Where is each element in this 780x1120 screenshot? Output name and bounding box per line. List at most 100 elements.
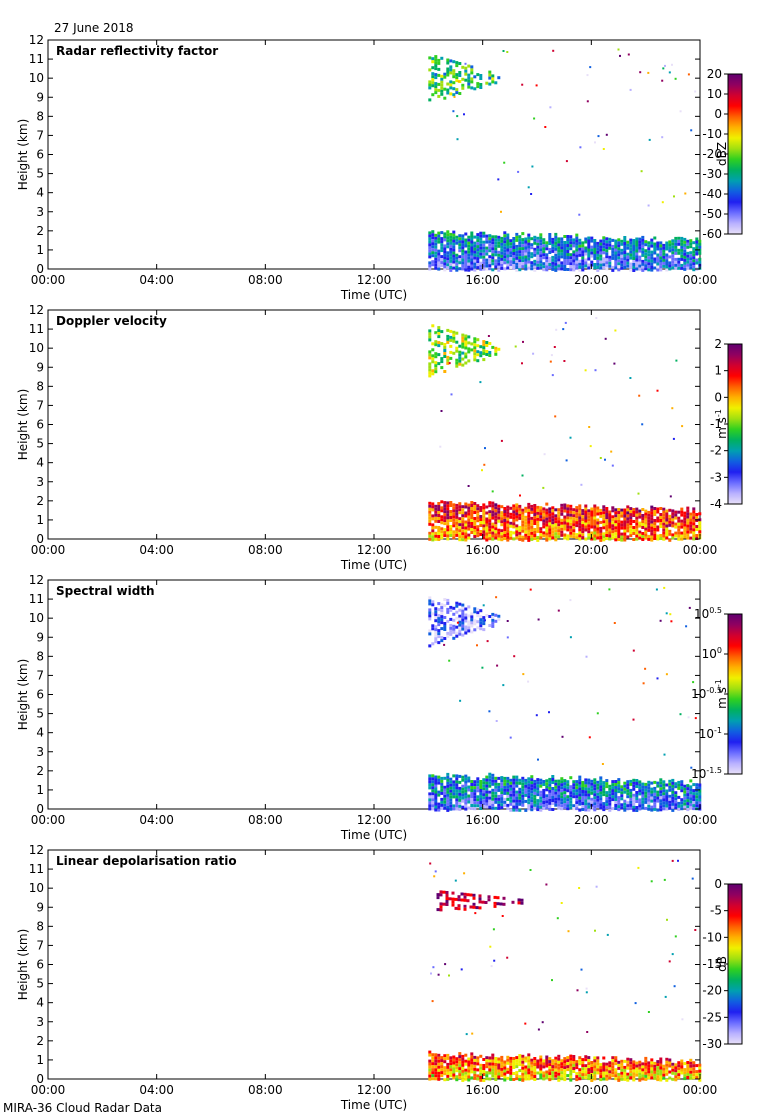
heatmap-cell — [443, 776, 447, 780]
heatmap-cell — [484, 901, 488, 904]
colorbar-tick-label: -3 — [710, 470, 722, 484]
heatmap-cell — [503, 791, 507, 795]
heatmap-cell — [653, 236, 657, 240]
heatmap-cell — [584, 537, 588, 541]
heatmap-cell — [458, 237, 462, 241]
heatmap-cell — [440, 639, 444, 643]
heatmap-cell — [482, 802, 486, 806]
heatmap-cell — [455, 241, 459, 245]
heatmap-cell — [482, 1070, 486, 1073]
heatmap-cell — [437, 1068, 441, 1072]
heatmap-cell — [485, 1062, 489, 1066]
heatmap-cell — [653, 245, 657, 249]
heatmap-cell — [482, 506, 486, 510]
heatmap-cell — [593, 519, 597, 523]
heatmap-cell — [479, 354, 483, 358]
heatmap-cell — [614, 535, 618, 539]
heatmap-cell — [626, 801, 630, 805]
heatmap-cell — [458, 350, 462, 354]
heatmap-cell — [455, 774, 459, 778]
heatmap-cell — [587, 781, 591, 785]
heatmap-cell — [542, 250, 546, 254]
heatmap-cell — [551, 533, 555, 537]
heatmap-cell — [674, 1075, 678, 1079]
heatmap-cell — [449, 335, 453, 339]
heatmap-cell — [617, 802, 621, 806]
heatmap-cell — [494, 800, 498, 804]
heatmap-cell — [650, 535, 654, 539]
heatmap-cell — [437, 517, 441, 520]
heatmap-cell — [497, 347, 501, 351]
heatmap-cell — [629, 791, 633, 795]
heatmap-cell — [434, 340, 438, 344]
heatmap-cell — [467, 350, 471, 354]
heatmap-cell — [677, 1067, 681, 1071]
heatmap-cell — [638, 521, 642, 525]
heatmap-cell — [434, 266, 438, 270]
heatmap-cell — [527, 508, 531, 512]
heatmap-cell — [602, 514, 606, 518]
heatmap-cell — [584, 799, 588, 803]
heatmap-cell — [524, 258, 528, 262]
heatmap-cell — [638, 1066, 642, 1070]
heatmap-speck — [554, 415, 557, 418]
heatmap-speck — [509, 736, 512, 739]
heatmap-cell — [503, 1069, 507, 1073]
heatmap-cell — [440, 803, 444, 807]
heatmap-cell — [677, 239, 681, 243]
heatmap-cell — [482, 619, 486, 623]
heatmap-cell — [563, 797, 567, 801]
heatmap-cell — [500, 1055, 504, 1059]
heatmap-cell — [611, 265, 615, 269]
heatmap-cell — [644, 1062, 648, 1066]
heatmap-cell — [626, 243, 630, 247]
heatmap-cell — [617, 799, 621, 803]
heatmap-speck — [565, 160, 568, 163]
heatmap-cell — [509, 1077, 513, 1081]
heatmap-cell — [488, 624, 492, 627]
heatmap-cell — [440, 342, 444, 346]
heatmap-cell — [455, 792, 459, 796]
heatmap-cell — [467, 503, 471, 507]
heatmap-cell — [686, 524, 690, 528]
heatmap-cell — [527, 798, 531, 802]
heatmap-cell — [587, 518, 591, 522]
heatmap-cell — [584, 1055, 588, 1059]
heatmap-cell — [434, 1053, 438, 1057]
heatmap-cell — [599, 800, 603, 804]
heatmap-cell — [689, 263, 693, 267]
heatmap-cell — [578, 265, 582, 269]
heatmap-cell — [566, 801, 570, 805]
heatmap-cell — [671, 254, 675, 258]
heatmap-cell — [635, 800, 639, 803]
heatmap-cell — [437, 514, 441, 517]
heatmap-cell — [584, 793, 588, 797]
heatmap-cell — [662, 795, 666, 799]
heatmap-cell — [692, 250, 696, 254]
heatmap-speck — [463, 872, 466, 875]
heatmap-cell — [512, 240, 516, 243]
heatmap-cell — [470, 801, 474, 804]
heatmap-cell — [485, 353, 489, 356]
heatmap-cell — [605, 791, 609, 795]
heatmap-cell — [641, 526, 645, 529]
heatmap-cell — [596, 250, 600, 254]
heatmap-cell — [629, 262, 633, 266]
heatmap-cell — [569, 534, 573, 538]
heatmap-cell — [554, 794, 558, 798]
heatmap-cell — [593, 802, 597, 806]
heatmap-cell — [680, 239, 684, 243]
heatmap-cell — [443, 501, 447, 505]
heatmap-cell — [647, 259, 651, 263]
heatmap-cell — [620, 803, 624, 807]
heatmap-cell — [455, 527, 459, 531]
heatmap-cell — [569, 1063, 573, 1067]
heatmap-cell — [653, 537, 657, 540]
heatmap-cell — [623, 802, 627, 806]
heatmap-cell — [428, 516, 432, 520]
heatmap-cell — [506, 520, 510, 524]
heatmap-cell — [473, 244, 477, 248]
heatmap-cell — [449, 247, 453, 251]
heatmap-cell — [572, 508, 576, 512]
heatmap-cell — [431, 1068, 435, 1072]
